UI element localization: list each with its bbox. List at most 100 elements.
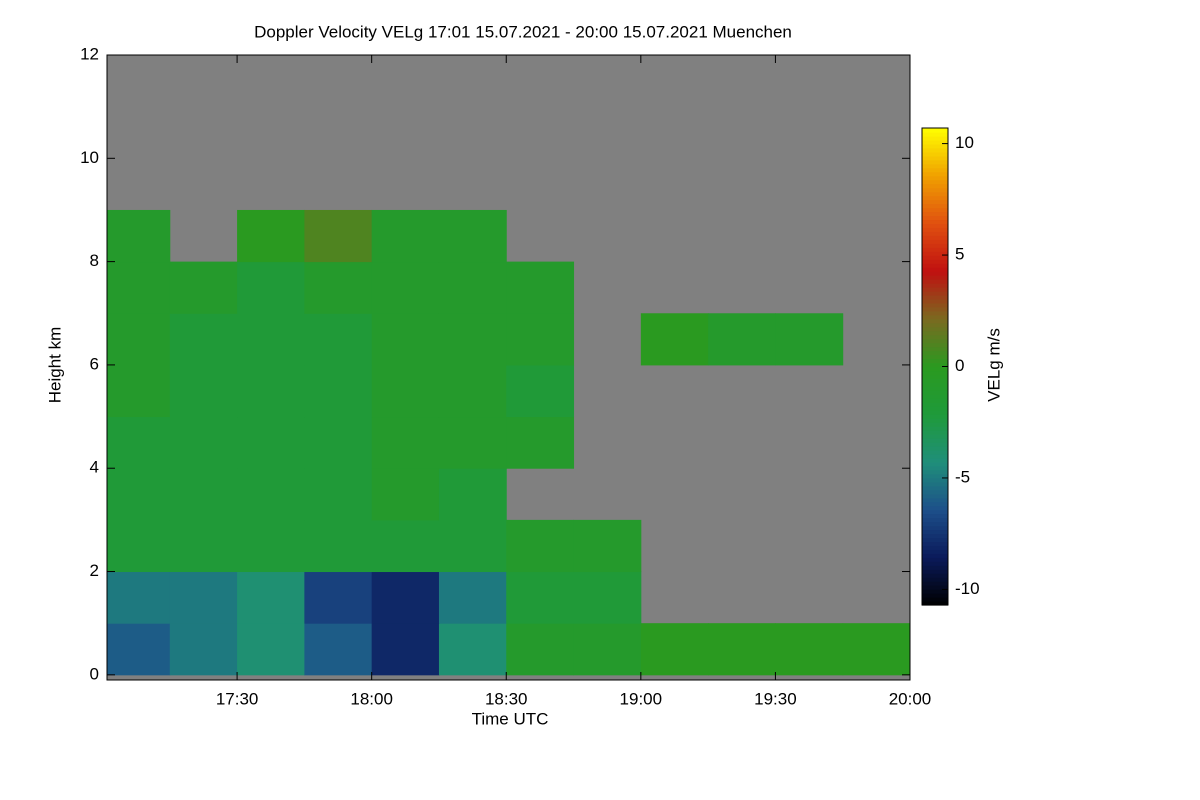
heatmap-cell: [371, 519, 440, 573]
heatmap-cell: [304, 571, 373, 624]
colorbar-step: [922, 477, 948, 483]
colorbar-step: [922, 215, 948, 221]
colorbar-step: [922, 557, 948, 562]
colorbar-step: [922, 414, 948, 419]
heatmap-cell: [237, 571, 305, 624]
colorbar-step: [922, 442, 948, 447]
colorbar-step: [922, 139, 948, 145]
colorbar-step: [922, 147, 948, 153]
heatmap-cell: [371, 623, 440, 676]
colorbar-step: [922, 597, 948, 602]
heatmap-cell: [237, 209, 305, 263]
heatmap-cell: [438, 519, 507, 573]
heatmap-cell: [107, 261, 171, 314]
colorbar-step: [922, 279, 948, 284]
colorbar-step: [922, 422, 948, 427]
colorbar-step: [922, 290, 948, 296]
colorbar-step: [922, 553, 948, 558]
colorbar-step: [922, 298, 948, 304]
colorbar-tick-label: 5: [955, 245, 964, 264]
colorbar-step: [922, 135, 948, 141]
heatmap-cell: [438, 261, 507, 314]
colorbar-step: [922, 179, 948, 185]
y-axis-label: Height km: [45, 327, 64, 404]
colorbar-step: [922, 167, 948, 173]
heatmap-cell: [371, 313, 440, 366]
heatmap-cell: [842, 623, 911, 676]
heatmap-cell: [237, 468, 305, 521]
colorbar-step: [922, 434, 948, 439]
heatmap-cell: [237, 416, 305, 469]
colorbar-step: [922, 386, 948, 391]
colorbar-step: [922, 314, 948, 320]
heatmap-cell: [506, 416, 575, 469]
colorbar-step: [922, 390, 948, 395]
colorbar-step: [922, 306, 948, 312]
colorbar-step: [922, 294, 948, 300]
heatmap-cell: [107, 571, 171, 624]
colorbar-step: [922, 318, 948, 324]
heatmap-cell: [304, 261, 373, 314]
x-tick-label: 19:30: [754, 689, 797, 708]
colorbar-step: [922, 354, 948, 360]
colorbar-step: [922, 338, 948, 344]
colorbar-step: [922, 549, 948, 554]
heatmap-cell: [169, 261, 238, 314]
colorbar-step: [922, 370, 948, 376]
colorbar-step: [922, 601, 948, 606]
colorbar-step: [922, 362, 948, 368]
heatmap-cell: [438, 623, 507, 676]
heatmap-cell: [438, 416, 507, 469]
colorbar-step: [922, 223, 948, 228]
heatmap-cell: [640, 623, 709, 676]
colorbar-step: [922, 251, 948, 256]
colorbar-step: [922, 195, 948, 201]
colorbar-step: [922, 350, 948, 356]
colorbar-step: [922, 330, 948, 336]
colorbar-step: [922, 235, 948, 240]
colorbar-step: [922, 573, 948, 578]
heatmap-cell: [506, 623, 575, 676]
colorbar-step: [922, 521, 948, 527]
colorbar-step: [922, 493, 948, 499]
colorbar-step: [922, 446, 948, 451]
colorbar-step: [922, 227, 948, 232]
colorbar-step: [922, 581, 948, 586]
colorbar-step: [922, 541, 948, 546]
heatmap-cell: [169, 623, 238, 676]
colorbar-step: [922, 430, 948, 435]
colorbar-step: [922, 366, 948, 372]
heatmap-cell: [371, 416, 440, 469]
colorbar-step: [922, 128, 948, 133]
heatmap-cell: [438, 364, 507, 418]
y-tick-label: 12: [80, 44, 99, 63]
heatmap-cell: [371, 261, 440, 314]
colorbar: [922, 128, 948, 606]
colorbar-step: [922, 334, 948, 340]
plot-frame: [106, 54, 911, 681]
colorbar-step: [922, 426, 948, 431]
y-tick-label: 4: [90, 458, 99, 477]
heatmap-cell: [237, 261, 305, 314]
colorbar-step: [922, 449, 948, 455]
heatmap-cell: [304, 623, 373, 676]
colorbar-step: [922, 469, 948, 475]
heatmap-cell: [107, 209, 171, 263]
x-tick-label: 20:00: [889, 689, 932, 708]
heatmap-cell: [304, 313, 373, 366]
colorbar-step: [922, 382, 948, 387]
colorbar-step: [922, 497, 948, 503]
heatmap-cell: [169, 416, 238, 469]
heatmap-cell: [573, 623, 642, 676]
colorbar-step: [922, 465, 948, 471]
colorbar-step: [922, 410, 948, 415]
colorbar-step: [922, 191, 948, 197]
colorbar-step: [922, 159, 948, 165]
colorbar-step: [922, 533, 948, 539]
heatmap-cell: [107, 519, 171, 573]
colorbar-step: [922, 247, 948, 252]
heatmap-cell: [775, 623, 844, 676]
colorbar-step: [922, 187, 948, 193]
colorbar-step: [922, 473, 948, 479]
